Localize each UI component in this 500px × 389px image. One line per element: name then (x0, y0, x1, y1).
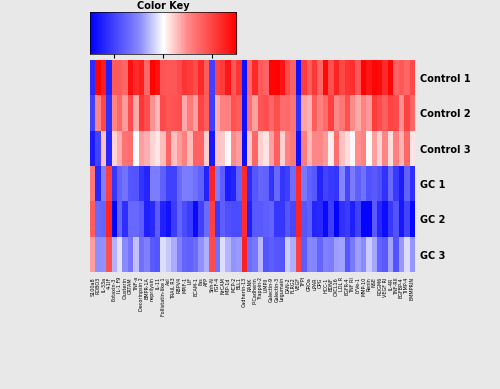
X-axis label: Column Z-Score: Column Z-Score (126, 70, 200, 79)
Title: Color Key: Color Key (137, 1, 190, 11)
